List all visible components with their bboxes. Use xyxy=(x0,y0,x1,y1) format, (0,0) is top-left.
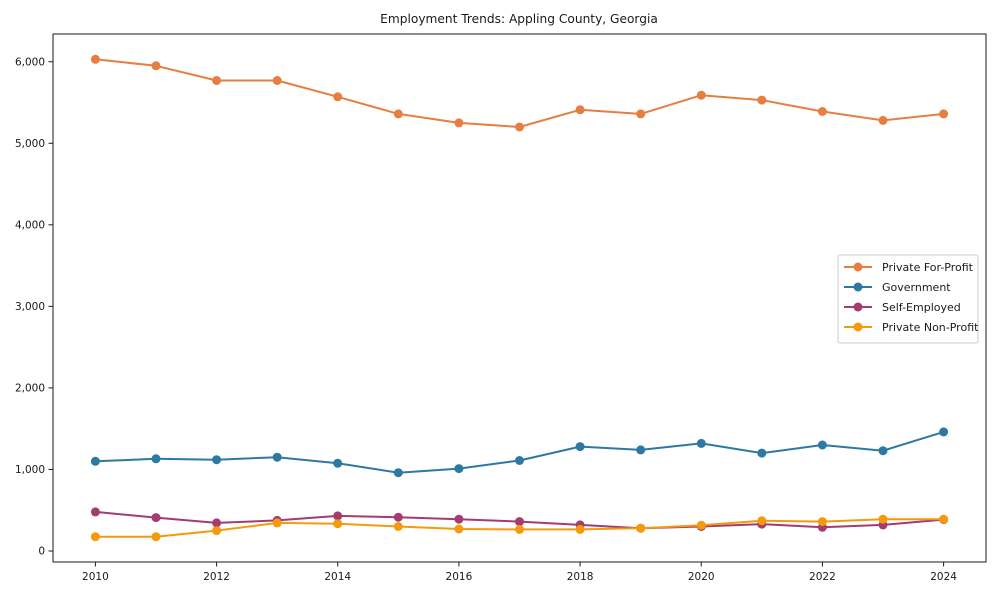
x-axis-tick-label: 2022 xyxy=(809,571,836,583)
data-point-private-non-profit xyxy=(575,524,585,534)
data-point-self-employed xyxy=(212,518,222,528)
data-point-government xyxy=(90,456,100,466)
legend-marker-dot xyxy=(853,262,863,272)
y-axis-tick-label: 4,000 xyxy=(15,219,45,231)
data-point-private-non-profit xyxy=(939,514,949,524)
data-point-private-non-profit xyxy=(757,516,767,526)
legend: Private For-Profit Government Self-Employe… xyxy=(837,254,979,344)
data-point-private-for-profit xyxy=(393,109,403,119)
data-point-government xyxy=(212,455,222,465)
data-point-private-for-profit xyxy=(333,92,343,102)
chart-title: Employment Trends: Appling County, Georg… xyxy=(380,12,658,26)
data-point-government xyxy=(515,456,524,465)
data-point-self-employed xyxy=(454,514,464,524)
data-point-private-for-profit xyxy=(90,54,100,64)
data-point-private-for-profit xyxy=(515,122,524,132)
y-axis-tick-label: 5,000 xyxy=(15,138,45,150)
data-point-private-non-profit xyxy=(272,518,282,528)
legend-marker-dot xyxy=(853,302,863,312)
data-point-government xyxy=(393,468,403,478)
x-axis-tick-label: 2014 xyxy=(324,571,351,583)
legend-item-private-for-profit: Private For-Profit xyxy=(844,261,974,274)
data-point-government xyxy=(151,454,161,464)
legend-label: Government xyxy=(882,281,951,294)
data-point-self-employed xyxy=(90,507,100,517)
data-point-private-non-profit xyxy=(817,517,827,527)
legend-item-private-non-profit: Private Non-Profit xyxy=(844,321,979,334)
data-point-private-for-profit xyxy=(939,109,949,119)
data-point-private-for-profit xyxy=(272,76,282,85)
y-axis-tick-label: 0 xyxy=(38,546,45,558)
data-point-private-non-profit xyxy=(393,522,403,531)
data-point-private-for-profit xyxy=(212,76,222,85)
data-point-private-non-profit xyxy=(878,514,888,524)
legend-box xyxy=(837,254,979,344)
data-point-private-for-profit xyxy=(696,90,706,100)
legend-marker-dot xyxy=(853,322,863,332)
data-point-self-employed xyxy=(515,517,524,527)
data-point-private-non-profit xyxy=(454,524,464,534)
data-point-private-non-profit xyxy=(90,532,100,542)
x-axis-tick-label: 2020 xyxy=(688,571,715,583)
data-point-private-for-profit xyxy=(817,107,827,116)
data-point-private-non-profit xyxy=(333,519,343,529)
data-point-government xyxy=(757,448,767,458)
data-point-government xyxy=(817,440,827,450)
data-point-private-for-profit xyxy=(454,118,464,128)
data-point-private-non-profit xyxy=(636,523,646,533)
series-line-government xyxy=(94,430,945,474)
data-point-self-employed xyxy=(151,513,161,523)
data-point-private-for-profit xyxy=(757,95,767,105)
data-point-private-non-profit xyxy=(151,532,161,542)
legend-label: Private Non-Profit xyxy=(882,321,979,334)
y-axis-tick-label: 6,000 xyxy=(15,56,45,68)
plot-border xyxy=(52,33,987,563)
x-axis-tick-label: 2024 xyxy=(930,571,957,583)
data-point-government xyxy=(575,442,585,452)
data-point-private-for-profit xyxy=(151,61,161,71)
legend-marker-dot xyxy=(853,282,863,292)
data-point-self-employed xyxy=(393,512,403,522)
x-axis-tick-label: 2010 xyxy=(82,571,109,583)
data-point-government xyxy=(333,458,343,468)
plot-area: 2010 2012 2014 2016 2018 2020 2022 2024 0 1,000 2,… xyxy=(15,33,987,583)
legend-item-self-employed: Self-Employed xyxy=(844,301,961,314)
data-point-private-for-profit xyxy=(636,109,646,119)
x-axis-tick-label: 2012 xyxy=(203,571,230,583)
data-point-government xyxy=(636,445,646,455)
data-point-private-for-profit xyxy=(878,115,888,125)
data-point-government xyxy=(454,464,464,474)
legend-label: Self-Employed xyxy=(882,301,961,314)
legend-label: Private For-Profit xyxy=(882,261,974,274)
data-point-private-for-profit xyxy=(575,105,585,115)
data-point-government xyxy=(939,427,949,437)
data-point-government xyxy=(696,438,706,448)
x-axis-tick-label: 2016 xyxy=(446,571,473,583)
data-point-private-non-profit xyxy=(212,526,222,536)
y-axis-tick-label: 1,000 xyxy=(15,464,45,476)
x-axis-tick-label: 2018 xyxy=(567,571,594,583)
series-line-private-for-profit xyxy=(94,58,945,128)
data-point-private-non-profit xyxy=(515,524,524,534)
data-point-government xyxy=(878,446,888,456)
legend-item-government: Government xyxy=(844,281,951,294)
data-point-private-non-profit xyxy=(696,520,706,530)
data-point-government xyxy=(272,452,282,462)
data-point-self-employed xyxy=(333,511,343,521)
y-axis-tick-label: 2,000 xyxy=(15,383,45,395)
y-axis-tick-label: 3,000 xyxy=(15,301,45,313)
